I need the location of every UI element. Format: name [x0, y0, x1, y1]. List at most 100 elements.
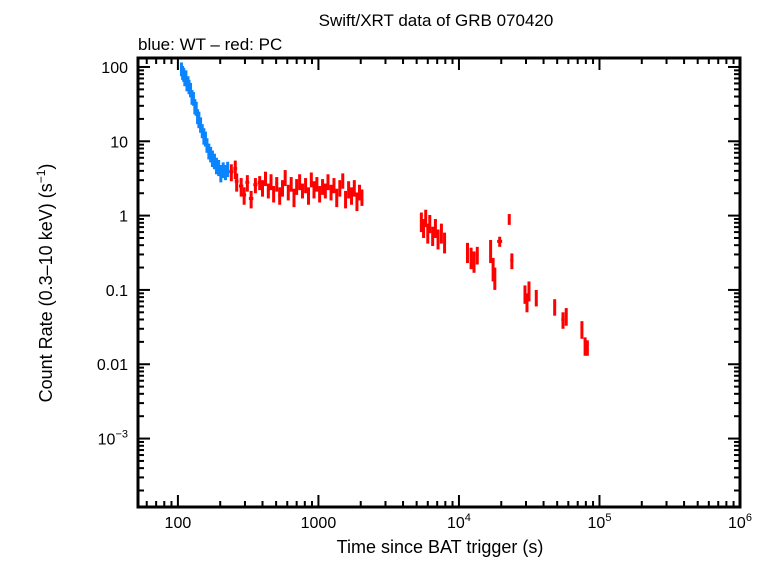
data-point [472, 251, 476, 273]
data-point [357, 184, 361, 201]
data-point [292, 188, 296, 208]
data-point [431, 226, 435, 246]
data-point [583, 337, 587, 356]
data-point [527, 281, 531, 302]
data-point [344, 190, 348, 209]
data-point [493, 267, 497, 290]
data-point [510, 253, 514, 270]
data-point [318, 186, 322, 203]
data-point [443, 232, 447, 254]
data-point [350, 187, 354, 205]
data-point [507, 214, 511, 225]
x-tick-label: 105 [588, 512, 612, 532]
data-point [221, 162, 225, 179]
data-point [280, 180, 284, 197]
y-tick-label: 10 [110, 134, 128, 151]
data-point [424, 209, 428, 228]
data-point [525, 293, 529, 313]
data-point [309, 172, 313, 188]
data-points [179, 62, 589, 356]
y-tick-label: 1 [119, 209, 128, 226]
data-point [497, 236, 503, 247]
data-point [436, 229, 440, 250]
data-point [355, 192, 359, 212]
data-point [347, 181, 351, 199]
data-point [422, 219, 426, 238]
data-point [553, 299, 557, 316]
data-point [304, 178, 308, 194]
x-tick-label: 1000 [301, 515, 337, 532]
y-axis-label: Count Rate (0.3–10 keV) (s−1) [34, 164, 56, 403]
data-point [307, 187, 311, 205]
data-point [214, 157, 218, 175]
data-point [289, 177, 293, 192]
data-point [561, 312, 565, 329]
data-point [523, 285, 527, 304]
series-pc [229, 160, 589, 356]
data-point [238, 178, 244, 197]
axes: 100 1000 104 105 106 100 10 1 0.1 0.01 10−3 [97, 58, 752, 532]
data-point [242, 187, 247, 205]
data-point [338, 180, 342, 197]
data-point [283, 170, 287, 187]
data-point [341, 173, 345, 189]
data-point [419, 212, 423, 233]
data-point [217, 159, 221, 177]
y-tick-label: 0.1 [106, 283, 128, 300]
data-point [226, 161, 230, 178]
data-point [257, 176, 262, 191]
chart-subtitle: blue: WT – red: PC [138, 35, 282, 54]
chart-title: Swift/XRT data of GRB 070420 [319, 11, 554, 30]
plot-frame [136, 56, 742, 509]
data-point [248, 190, 254, 209]
y-tick-label: 100 [101, 60, 128, 77]
y-tick-label: 0.01 [97, 357, 128, 374]
data-point [352, 180, 356, 197]
data-point [298, 174, 302, 191]
data-point [312, 181, 316, 199]
data-point [272, 186, 276, 203]
data-point [229, 164, 234, 182]
x-tick-label: 104 [447, 512, 471, 532]
data-point [260, 180, 265, 197]
data-point [321, 179, 325, 195]
data-point [286, 184, 290, 201]
data-point [269, 174, 273, 191]
data-point [580, 321, 584, 339]
data-point [315, 177, 319, 192]
x-tick-label: 100 [165, 515, 192, 532]
data-point [275, 177, 279, 192]
data-point [332, 178, 336, 194]
data-point [426, 223, 430, 244]
data-point [295, 179, 299, 195]
data-point [253, 178, 258, 194]
data-point [335, 188, 339, 208]
data-point [465, 242, 469, 264]
data-point [534, 289, 538, 307]
x-axis-label: Time since BAT trigger (s) [337, 537, 544, 557]
data-point [439, 223, 443, 244]
x-tick-label: 106 [728, 512, 752, 532]
data-point [219, 164, 223, 183]
data-point [300, 183, 304, 199]
data-point [234, 173, 239, 192]
data-point [266, 183, 270, 199]
data-point [245, 175, 250, 192]
data-point [585, 340, 589, 356]
data-point [475, 246, 479, 265]
data-point [433, 219, 437, 238]
data-point [326, 174, 330, 191]
data-point [564, 308, 568, 326]
data-point [223, 164, 227, 181]
data-point [323, 183, 327, 199]
data-point [278, 187, 282, 205]
data-point [428, 214, 432, 234]
series-wt [179, 62, 230, 183]
data-point [263, 171, 267, 187]
data-point [360, 189, 364, 206]
data-point [329, 184, 333, 201]
y-tick-label: 10−3 [98, 429, 128, 449]
data-point [469, 247, 473, 270]
data-point [489, 239, 493, 264]
